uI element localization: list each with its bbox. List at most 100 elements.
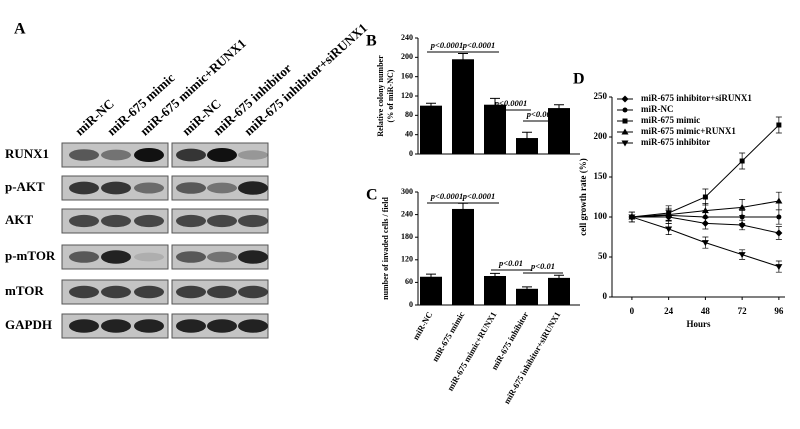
y-tick-label: 60 — [405, 277, 413, 286]
marker — [776, 214, 782, 220]
row-label: AKT — [5, 212, 34, 227]
bar — [484, 275, 506, 305]
error-bar — [458, 52, 468, 66]
y-tick-label: 240 — [401, 33, 413, 42]
panel-label: C — [366, 187, 378, 204]
bar — [548, 108, 570, 154]
band — [101, 250, 131, 264]
marker — [665, 211, 673, 218]
band — [238, 319, 268, 333]
marker — [701, 240, 709, 247]
legend-marker — [621, 140, 629, 147]
y-tick-label: 0 — [409, 300, 413, 309]
row-label: p-AKT — [5, 179, 45, 194]
bar — [452, 59, 474, 155]
error-bar — [426, 102, 436, 109]
x-tick-label: 0 — [630, 306, 635, 316]
band — [69, 149, 99, 161]
bar — [516, 288, 538, 305]
marker — [775, 229, 783, 237]
x-tick-label: miR-675 mimic — [430, 310, 467, 364]
band — [238, 285, 268, 299]
marker — [738, 203, 746, 210]
error-bar — [554, 274, 564, 281]
y-tick-label: 180 — [401, 232, 413, 241]
band — [207, 285, 237, 299]
marker — [628, 214, 636, 221]
legend-label: miR-NC — [641, 104, 674, 114]
y-tick-label: 100 — [594, 211, 608, 221]
x-tick-label: 24 — [664, 306, 674, 316]
band — [69, 214, 99, 228]
bar — [420, 105, 442, 154]
marker — [775, 264, 783, 271]
band — [207, 251, 237, 263]
bar — [420, 276, 442, 305]
y-tick-label: 0 — [409, 149, 413, 158]
band — [207, 148, 237, 162]
y-tick-label: 200 — [401, 52, 413, 61]
marker — [776, 122, 782, 128]
significance-label: p<0.01 — [498, 258, 523, 268]
error-bar — [426, 273, 436, 280]
y-tick-label: 50 — [598, 251, 608, 261]
band — [238, 181, 268, 195]
band — [101, 149, 131, 161]
significance-label: p<0.0001 — [462, 40, 495, 50]
legend-marker — [621, 95, 629, 103]
x-tick-label: 96 — [774, 306, 784, 316]
band — [134, 319, 164, 333]
y-axis-label: number of invaded cells / field — [381, 197, 390, 300]
significance-label: p<0.0001 — [526, 109, 559, 119]
band — [176, 214, 206, 228]
row-label: p-mTOR — [5, 248, 56, 263]
marker — [739, 158, 745, 164]
band — [101, 319, 131, 333]
bar — [452, 208, 474, 305]
x-tick-label: miR-NC — [410, 310, 434, 342]
error-bar — [490, 272, 500, 279]
band — [101, 285, 131, 299]
panel-label: D — [573, 71, 585, 88]
y-tick-label: 250 — [594, 91, 608, 101]
blot-box — [61, 244, 169, 270]
y-tick-label: 300 — [401, 187, 413, 196]
x-tick-label: 48 — [701, 306, 711, 316]
y-tick-label: 160 — [401, 71, 413, 80]
y-tick-label: 120 — [401, 255, 413, 264]
legend-label: miR-675 inhibitor+siRUNX1 — [641, 93, 752, 103]
marker — [665, 226, 673, 233]
legend-label: miR-675 mimic+RUNX1 — [641, 126, 736, 136]
band — [176, 285, 206, 299]
bar — [484, 104, 506, 154]
row-label: RUNX1 — [5, 146, 49, 161]
band — [176, 319, 206, 333]
panel-label: B — [366, 33, 377, 50]
row-label: mTOR — [5, 283, 44, 298]
panel-label: A — [14, 21, 26, 38]
significance-label: p<0.01 — [530, 261, 555, 271]
y-tick-label: 200 — [594, 131, 608, 141]
band — [101, 181, 131, 195]
band — [101, 214, 131, 228]
legend-marker — [622, 118, 628, 124]
band — [134, 182, 164, 194]
error-bar — [554, 104, 564, 112]
marker — [738, 252, 746, 259]
legend-label: miR-675 mimic — [641, 115, 700, 125]
legend-marker — [621, 128, 629, 135]
significance-label: p<0.0001 — [430, 40, 463, 50]
band — [134, 214, 164, 228]
x-tick-label: miR-675 inhibitor+siRUNX1 — [501, 310, 562, 406]
y-tick-label: 0 — [603, 291, 608, 301]
band — [176, 182, 206, 194]
band — [238, 214, 268, 228]
y-tick-label: 150 — [594, 171, 608, 181]
band — [207, 319, 237, 333]
band — [134, 252, 164, 262]
band — [238, 150, 268, 160]
lane-label: miR-675 inhibitor+siRUNX1 — [241, 20, 370, 138]
bar — [516, 138, 538, 154]
band — [69, 251, 99, 263]
